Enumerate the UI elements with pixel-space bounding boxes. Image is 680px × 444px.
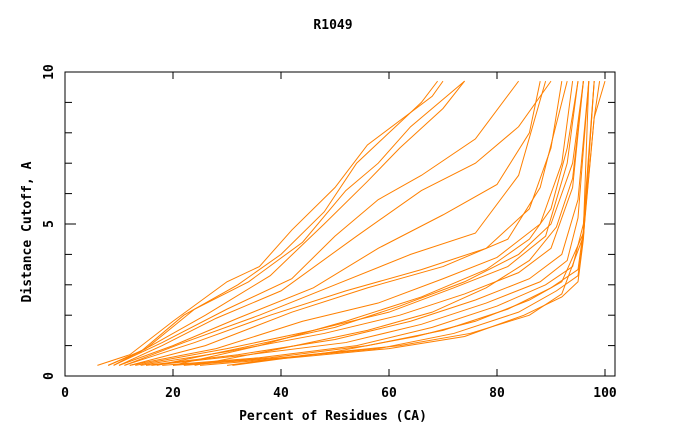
y-tick-label: 10 bbox=[42, 64, 57, 80]
x-tick-label: 100 bbox=[593, 386, 617, 401]
x-tick-label: 40 bbox=[273, 386, 289, 401]
series-line-22 bbox=[194, 81, 584, 366]
series-line-8 bbox=[124, 80, 547, 366]
series-lines bbox=[97, 80, 606, 366]
y-tick-label: 5 bbox=[42, 220, 57, 228]
series-line-6 bbox=[118, 80, 552, 366]
series-line-5 bbox=[113, 80, 520, 366]
series-line-9 bbox=[124, 81, 563, 366]
x-tick-label: 20 bbox=[165, 386, 181, 401]
series-line-20 bbox=[226, 81, 601, 366]
axis-ticks: 0 20 40 60 80 100 0 5 10 bbox=[42, 64, 617, 401]
x-tick-label: 80 bbox=[489, 386, 505, 401]
x-axis-label: Percent of Residues (CA) bbox=[239, 409, 427, 424]
series-line-11 bbox=[129, 81, 574, 366]
series-line-24 bbox=[156, 81, 584, 366]
series-line-21 bbox=[232, 80, 606, 366]
series-line-3 bbox=[107, 80, 465, 366]
series-line-17 bbox=[172, 81, 590, 366]
y-tick-label: 0 bbox=[42, 372, 57, 380]
series-line-19 bbox=[199, 81, 595, 366]
series-line-2 bbox=[108, 80, 438, 366]
x-tick-label: 60 bbox=[381, 386, 397, 401]
series-line-10 bbox=[129, 80, 568, 366]
series-line-15 bbox=[151, 81, 590, 366]
chart-title: R1049 bbox=[313, 18, 352, 33]
series-line-7 bbox=[118, 81, 541, 366]
y-axis-label: Distance Cutoff, A bbox=[20, 161, 35, 302]
series-line-14 bbox=[145, 81, 590, 366]
series-line-1 bbox=[97, 80, 444, 366]
series-line-4 bbox=[113, 80, 465, 366]
series-line-16 bbox=[162, 81, 595, 366]
series-line-12 bbox=[135, 81, 579, 366]
series-line-18 bbox=[183, 81, 595, 366]
x-tick-label: 0 bbox=[61, 386, 69, 401]
